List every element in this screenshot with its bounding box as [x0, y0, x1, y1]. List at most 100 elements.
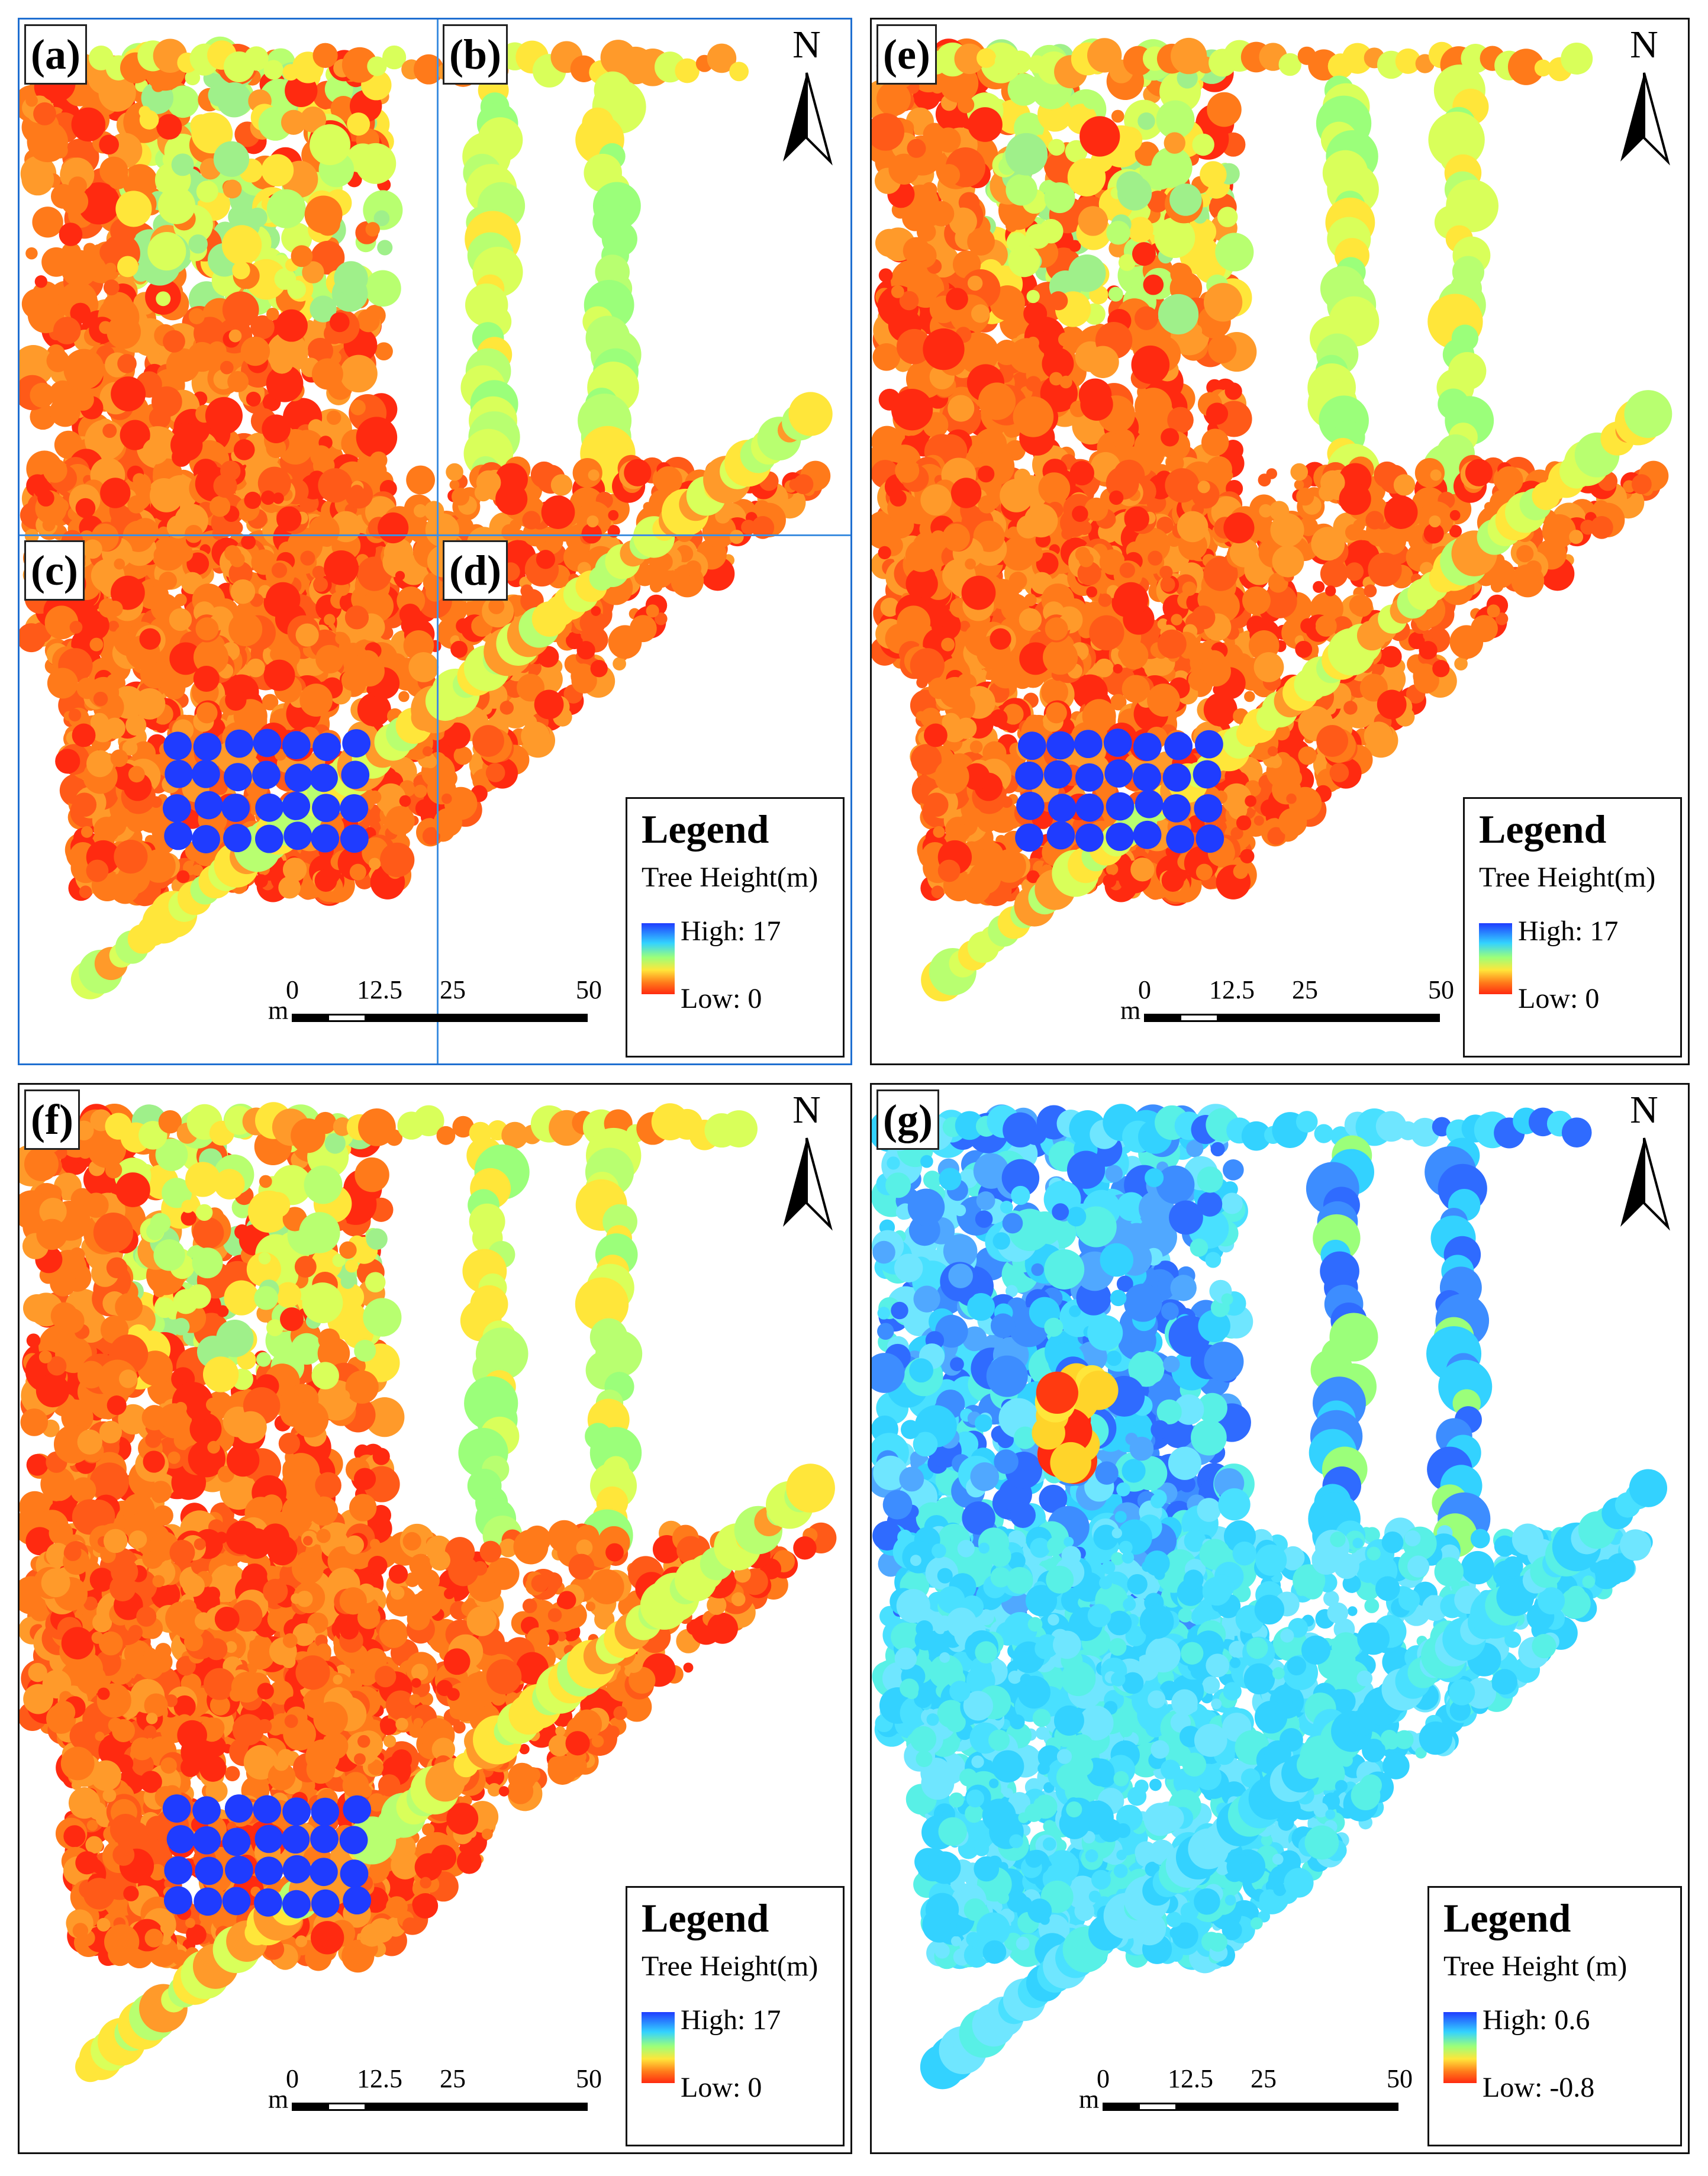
tree-crown: [1049, 372, 1063, 386]
tree-crown: [107, 314, 141, 349]
tree-crown: [1026, 544, 1043, 562]
tree-crown: [176, 544, 194, 562]
tree-crown: [1593, 500, 1610, 517]
tree-crown: [302, 261, 324, 283]
tree-crown: [1197, 481, 1210, 494]
tree-crown: [164, 821, 193, 850]
tree-crown: [367, 56, 387, 76]
tree-crown: [156, 114, 182, 140]
tree-crown: [310, 295, 337, 323]
tree-crown: [1165, 468, 1200, 503]
tree-crown: [163, 677, 186, 700]
tree-crown: [63, 349, 105, 390]
tree-crown: [104, 717, 125, 739]
tree-crown: [224, 545, 241, 562]
tree-crown: [608, 625, 642, 659]
tree-crown: [1103, 874, 1117, 888]
tree-crown: [80, 826, 93, 838]
tree-crown: [324, 614, 336, 626]
tree-crown: [905, 539, 938, 572]
tree-crown: [139, 628, 161, 650]
north-arrow-icon: [783, 72, 833, 166]
tree-crown: [1006, 174, 1037, 206]
tree-crown: [223, 824, 252, 853]
tree-crown: [451, 488, 470, 506]
tree-crown: [369, 857, 381, 870]
tree-crown: [1078, 206, 1108, 236]
tree-crown: [253, 728, 282, 757]
tree-crown: [102, 423, 117, 438]
tree-crown: [992, 849, 1026, 883]
tree-crown: [1069, 240, 1081, 252]
tree-crown: [192, 825, 220, 854]
tree-crown: [110, 749, 128, 768]
tree-crown: [205, 396, 243, 435]
tree-crown: [1043, 639, 1078, 675]
tree-crown: [936, 127, 961, 153]
tree-crown: [165, 759, 194, 788]
tree-crown: [1244, 691, 1255, 702]
tree-crown: [1036, 552, 1059, 575]
tree-crown: [1368, 552, 1402, 587]
tree-crown: [1067, 158, 1106, 196]
tree-crown: [942, 523, 970, 552]
tree-crown: [1003, 704, 1024, 725]
tree-crown: [916, 222, 936, 242]
scale-tick-50: 50: [576, 975, 602, 1004]
tree-crown: [441, 793, 452, 804]
tree-crown: [1343, 701, 1358, 715]
tree-crown: [86, 750, 114, 778]
tree-crown: [1316, 725, 1348, 757]
tree-crown: [425, 513, 459, 547]
tree-crown: [1042, 347, 1074, 380]
tree-crown: [1221, 783, 1252, 814]
tree-crown: [312, 794, 340, 823]
tree-crown: [1233, 863, 1248, 879]
tree-crown: [1137, 112, 1155, 130]
tree-crown: [357, 692, 391, 727]
tree-crown: [1133, 733, 1162, 761]
tree-crown: [83, 539, 102, 559]
tree-crown: [1075, 793, 1104, 822]
tree-crown: [955, 717, 977, 739]
tree-crown: [1133, 763, 1161, 792]
tree-crown: [971, 304, 990, 323]
tree-crown: [1082, 91, 1101, 109]
tree-crown: [876, 81, 911, 116]
scale-bar-group: m 0 12.5 25 50: [268, 975, 602, 1025]
tree-crown: [233, 439, 255, 460]
tree-crown: [1365, 511, 1384, 530]
tree-crown: [954, 43, 985, 75]
tree-crown: [1075, 763, 1104, 792]
tree-crown: [1046, 731, 1075, 760]
tree-crown: [272, 492, 284, 504]
tree-crown: [33, 102, 56, 125]
tree-crown: [1377, 689, 1407, 720]
tree-crown: [228, 612, 263, 647]
tree-crown: [1495, 612, 1509, 626]
tree-crown: [929, 201, 955, 227]
tree-crown: [1134, 306, 1159, 330]
tree-crown: [32, 207, 63, 238]
tree-crown: [907, 138, 926, 158]
tree-crown: [170, 428, 203, 462]
tree-crown: [1094, 658, 1114, 678]
tree-crown: [1217, 207, 1238, 227]
tree-crown: [1113, 582, 1149, 617]
tree-crown: [427, 775, 456, 805]
tree-crown: [536, 550, 556, 569]
tree-crown: [196, 702, 218, 724]
tree-crown: [375, 783, 406, 814]
tree-crown: [920, 707, 942, 728]
tree-crown: [176, 870, 190, 884]
tree-crown: [534, 689, 564, 720]
tree-crown: [878, 268, 893, 283]
tree-crown: [349, 863, 366, 881]
tree-crown: [994, 340, 1020, 366]
tree-crown: [37, 489, 54, 507]
tree-crown: [1269, 755, 1282, 769]
tree-crown: [255, 793, 283, 822]
tree-crown: [350, 399, 366, 415]
tree-crown: [978, 382, 1016, 420]
tree-crown: [1084, 497, 1108, 521]
